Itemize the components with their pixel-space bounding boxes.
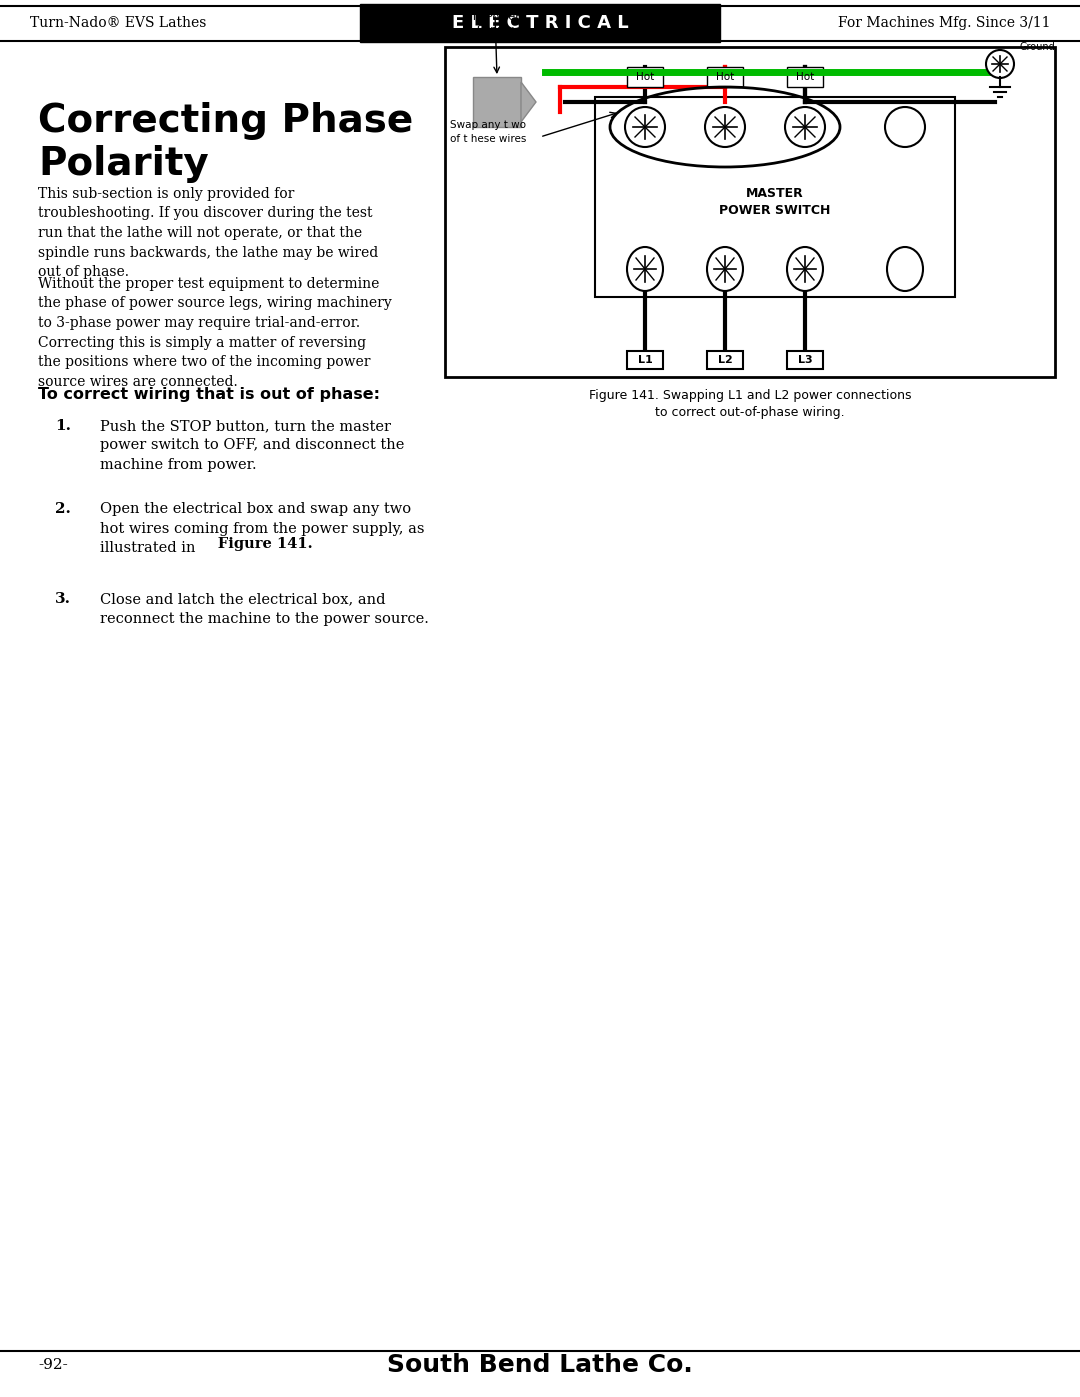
Text: Close and latch the electrical box, and
reconnect the machine to the power sourc: Close and latch the electrical box, and …: [100, 592, 429, 626]
Text: South Bend Lathe Co.: South Bend Lathe Co.: [387, 1354, 693, 1377]
Text: 2.: 2.: [55, 502, 71, 515]
Text: 3.: 3.: [55, 592, 71, 606]
Circle shape: [986, 50, 1014, 78]
Text: L2: L2: [717, 355, 732, 365]
Bar: [445, 47, 1055, 377]
Text: Push the STOP button, turn the master
power switch to OFF, and disconnect the
ma: Push the STOP button, turn the master po…: [100, 419, 404, 472]
Text: Swap any t wo
of t hese wires: Swap any t wo of t hese wires: [450, 120, 526, 144]
Bar: [360, 4, 720, 42]
Text: 1.: 1.: [55, 419, 71, 433]
Ellipse shape: [627, 247, 663, 291]
Text: This sub-section is only provided for
troubleshooting. If you discover during th: This sub-section is only provided for tr…: [38, 187, 378, 279]
Text: Without the proper test equipment to determine
the phase of power source legs, w: Without the proper test equipment to det…: [38, 277, 392, 388]
Text: Polarity: Polarity: [38, 145, 208, 183]
Ellipse shape: [707, 247, 743, 291]
Bar: [473, 77, 521, 127]
Text: To correct wiring that is out of phase:: To correct wiring that is out of phase:: [38, 387, 380, 402]
Bar: [787, 67, 823, 87]
Text: ​Figure 141.: ​Figure 141.: [100, 536, 312, 550]
Text: Hot: Hot: [716, 73, 734, 82]
Text: L3: L3: [798, 355, 812, 365]
Text: Figure 141. Swapping L1 and L2 power connections
to correct out-of-phase wiring.: Figure 141. Swapping L1 and L2 power con…: [589, 388, 912, 419]
Circle shape: [705, 108, 745, 147]
Ellipse shape: [887, 247, 923, 291]
Text: E L E C T R I C A L: E L E C T R I C A L: [451, 14, 629, 32]
Circle shape: [625, 108, 665, 147]
Text: MASTER
POWER SWITCH: MASTER POWER SWITCH: [719, 187, 831, 217]
Text: -92-: -92-: [38, 1358, 68, 1372]
Text: Ground: Ground: [1020, 42, 1056, 52]
Text: L1: L1: [637, 355, 652, 365]
Circle shape: [785, 108, 825, 147]
Bar: [0, 4, 1080, 42]
Bar: [627, 67, 663, 87]
Text: For Machines Mfg. Since 3/11: For Machines Mfg. Since 3/11: [837, 15, 1050, 29]
Polygon shape: [521, 82, 536, 122]
Circle shape: [885, 108, 924, 147]
Bar: [787, 351, 823, 369]
Text: Hot: Hot: [796, 73, 814, 82]
Text: Correcting Phase: Correcting Phase: [38, 102, 414, 140]
Ellipse shape: [787, 247, 823, 291]
Bar: [627, 351, 663, 369]
Text: To Power
Supply: To Power Supply: [471, 13, 519, 35]
Text: Open the electrical box and swap any two
hot wires coming from the power supply,: Open the electrical box and swap any two…: [100, 502, 424, 555]
Text: Turn-Nado® EVS Lathes: Turn-Nado® EVS Lathes: [30, 15, 206, 29]
Text: illustrated in: illustrated in: [100, 541, 200, 555]
Bar: [707, 67, 743, 87]
Bar: [707, 351, 743, 369]
Text: Hot: Hot: [636, 73, 654, 82]
Bar: [595, 96, 955, 298]
